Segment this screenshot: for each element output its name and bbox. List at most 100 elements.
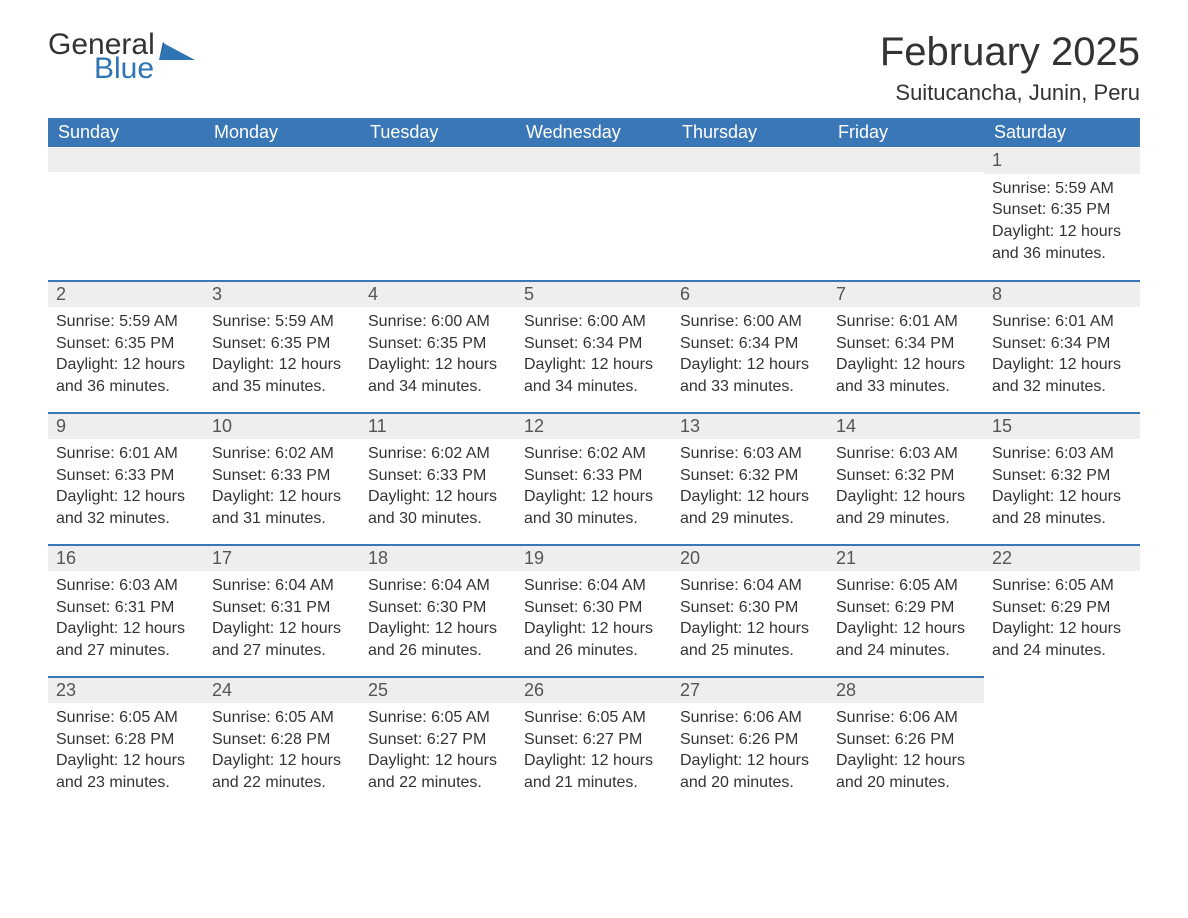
day-number: 13: [672, 412, 828, 440]
daylight-line: Daylight: 12 hours and 32 minutes.: [992, 354, 1132, 397]
daylight-line: Daylight: 12 hours and 29 minutes.: [680, 486, 820, 529]
sunrise-line: Sunrise: 6:03 AM: [56, 575, 196, 597]
calendar-cell: 7Sunrise: 6:01 AMSunset: 6:34 PMDaylight…: [828, 280, 984, 412]
col-sunday: Sunday: [48, 118, 204, 148]
sunset-line: Sunset: 6:31 PM: [212, 597, 352, 619]
calendar-week: 23Sunrise: 6:05 AMSunset: 6:28 PMDayligh…: [48, 676, 1140, 808]
empty-day-header: [204, 148, 360, 172]
day-number: 4: [360, 280, 516, 308]
calendar-cell: 18Sunrise: 6:04 AMSunset: 6:30 PMDayligh…: [360, 544, 516, 676]
sunset-line: Sunset: 6:29 PM: [992, 597, 1132, 619]
day-number: 25: [360, 676, 516, 704]
calendar-cell: [516, 148, 672, 280]
sunrise-line: Sunrise: 6:06 AM: [836, 707, 976, 729]
calendar-cell: 3Sunrise: 5:59 AMSunset: 6:35 PMDaylight…: [204, 280, 360, 412]
sunset-line: Sunset: 6:35 PM: [368, 333, 508, 355]
col-tuesday: Tuesday: [360, 118, 516, 148]
calendar-cell: 24Sunrise: 6:05 AMSunset: 6:28 PMDayligh…: [204, 676, 360, 808]
daylight-line: Daylight: 12 hours and 33 minutes.: [836, 354, 976, 397]
sunset-line: Sunset: 6:33 PM: [368, 465, 508, 487]
sunset-line: Sunset: 6:35 PM: [992, 199, 1132, 221]
daylight-line: Daylight: 12 hours and 22 minutes.: [212, 750, 352, 793]
calendar-cell: 8Sunrise: 6:01 AMSunset: 6:34 PMDaylight…: [984, 280, 1140, 412]
calendar-cell: 23Sunrise: 6:05 AMSunset: 6:28 PMDayligh…: [48, 676, 204, 808]
day-details: Sunrise: 6:05 AMSunset: 6:27 PMDaylight:…: [360, 703, 516, 803]
sunrise-line: Sunrise: 6:04 AM: [524, 575, 664, 597]
daylight-line: Daylight: 12 hours and 29 minutes.: [836, 486, 976, 529]
calendar-header-row: Sunday Monday Tuesday Wednesday Thursday…: [48, 118, 1140, 148]
sunset-line: Sunset: 6:28 PM: [212, 729, 352, 751]
day-number: 11: [360, 412, 516, 440]
day-details: Sunrise: 6:05 AMSunset: 6:28 PMDaylight:…: [204, 703, 360, 803]
day-details: Sunrise: 6:06 AMSunset: 6:26 PMDaylight:…: [672, 703, 828, 803]
day-details: Sunrise: 6:05 AMSunset: 6:29 PMDaylight:…: [828, 571, 984, 671]
sunrise-line: Sunrise: 6:00 AM: [680, 311, 820, 333]
day-details: Sunrise: 6:03 AMSunset: 6:31 PMDaylight:…: [48, 571, 204, 671]
sunrise-line: Sunrise: 6:00 AM: [524, 311, 664, 333]
day-number: 24: [204, 676, 360, 704]
sunset-line: Sunset: 6:34 PM: [680, 333, 820, 355]
daylight-line: Daylight: 12 hours and 34 minutes.: [524, 354, 664, 397]
calendar-table: Sunday Monday Tuesday Wednesday Thursday…: [48, 118, 1140, 808]
sunset-line: Sunset: 6:35 PM: [212, 333, 352, 355]
daylight-line: Daylight: 12 hours and 24 minutes.: [992, 618, 1132, 661]
sunrise-line: Sunrise: 6:02 AM: [212, 443, 352, 465]
daylight-line: Daylight: 12 hours and 26 minutes.: [524, 618, 664, 661]
sunset-line: Sunset: 6:31 PM: [56, 597, 196, 619]
day-number: 8: [984, 280, 1140, 308]
calendar-cell: 5Sunrise: 6:00 AMSunset: 6:34 PMDaylight…: [516, 280, 672, 412]
sunrise-line: Sunrise: 6:03 AM: [992, 443, 1132, 465]
sunset-line: Sunset: 6:30 PM: [680, 597, 820, 619]
sunset-line: Sunset: 6:32 PM: [836, 465, 976, 487]
sunrise-line: Sunrise: 6:05 AM: [524, 707, 664, 729]
calendar-cell: 10Sunrise: 6:02 AMSunset: 6:33 PMDayligh…: [204, 412, 360, 544]
brand-word2: Blue: [94, 54, 195, 84]
day-details: Sunrise: 6:02 AMSunset: 6:33 PMDaylight:…: [516, 439, 672, 539]
day-number: 12: [516, 412, 672, 440]
sunset-line: Sunset: 6:34 PM: [992, 333, 1132, 355]
sunset-line: Sunset: 6:30 PM: [524, 597, 664, 619]
calendar-cell: [48, 148, 204, 280]
day-details: Sunrise: 6:05 AMSunset: 6:28 PMDaylight:…: [48, 703, 204, 803]
sunrise-line: Sunrise: 6:02 AM: [368, 443, 508, 465]
sunset-line: Sunset: 6:33 PM: [524, 465, 664, 487]
day-details: Sunrise: 6:03 AMSunset: 6:32 PMDaylight:…: [984, 439, 1140, 539]
day-details: Sunrise: 5:59 AMSunset: 6:35 PMDaylight:…: [984, 174, 1140, 274]
sunrise-line: Sunrise: 6:04 AM: [212, 575, 352, 597]
day-number: 21: [828, 544, 984, 572]
day-number: 10: [204, 412, 360, 440]
day-details: Sunrise: 6:02 AMSunset: 6:33 PMDaylight:…: [204, 439, 360, 539]
day-number: 15: [984, 412, 1140, 440]
calendar-cell: [984, 676, 1140, 808]
calendar-cell: 13Sunrise: 6:03 AMSunset: 6:32 PMDayligh…: [672, 412, 828, 544]
day-details: Sunrise: 6:01 AMSunset: 6:34 PMDaylight:…: [828, 307, 984, 407]
sunrise-line: Sunrise: 6:05 AM: [368, 707, 508, 729]
day-details: Sunrise: 6:05 AMSunset: 6:29 PMDaylight:…: [984, 571, 1140, 671]
sunrise-line: Sunrise: 6:01 AM: [836, 311, 976, 333]
calendar-cell: 25Sunrise: 6:05 AMSunset: 6:27 PMDayligh…: [360, 676, 516, 808]
day-details: Sunrise: 6:04 AMSunset: 6:30 PMDaylight:…: [360, 571, 516, 671]
sunrise-line: Sunrise: 5:59 AM: [56, 311, 196, 333]
day-number: 20: [672, 544, 828, 572]
calendar-week: 1Sunrise: 5:59 AMSunset: 6:35 PMDaylight…: [48, 148, 1140, 280]
calendar-cell: 1Sunrise: 5:59 AMSunset: 6:35 PMDaylight…: [984, 148, 1140, 280]
day-number: 27: [672, 676, 828, 704]
empty-day-header: [828, 148, 984, 172]
day-number: 16: [48, 544, 204, 572]
calendar-cell: 22Sunrise: 6:05 AMSunset: 6:29 PMDayligh…: [984, 544, 1140, 676]
daylight-line: Daylight: 12 hours and 28 minutes.: [992, 486, 1132, 529]
daylight-line: Daylight: 12 hours and 34 minutes.: [368, 354, 508, 397]
calendar-cell: [672, 148, 828, 280]
daylight-line: Daylight: 12 hours and 27 minutes.: [56, 618, 196, 661]
day-details: Sunrise: 6:04 AMSunset: 6:30 PMDaylight:…: [516, 571, 672, 671]
calendar-cell: 14Sunrise: 6:03 AMSunset: 6:32 PMDayligh…: [828, 412, 984, 544]
calendar-cell: 4Sunrise: 6:00 AMSunset: 6:35 PMDaylight…: [360, 280, 516, 412]
day-number: 18: [360, 544, 516, 572]
day-number: 2: [48, 280, 204, 308]
daylight-line: Daylight: 12 hours and 30 minutes.: [524, 486, 664, 529]
calendar-cell: 21Sunrise: 6:05 AMSunset: 6:29 PMDayligh…: [828, 544, 984, 676]
sunrise-line: Sunrise: 6:04 AM: [680, 575, 820, 597]
day-details: Sunrise: 6:03 AMSunset: 6:32 PMDaylight:…: [828, 439, 984, 539]
sunset-line: Sunset: 6:35 PM: [56, 333, 196, 355]
sunrise-line: Sunrise: 6:05 AM: [836, 575, 976, 597]
